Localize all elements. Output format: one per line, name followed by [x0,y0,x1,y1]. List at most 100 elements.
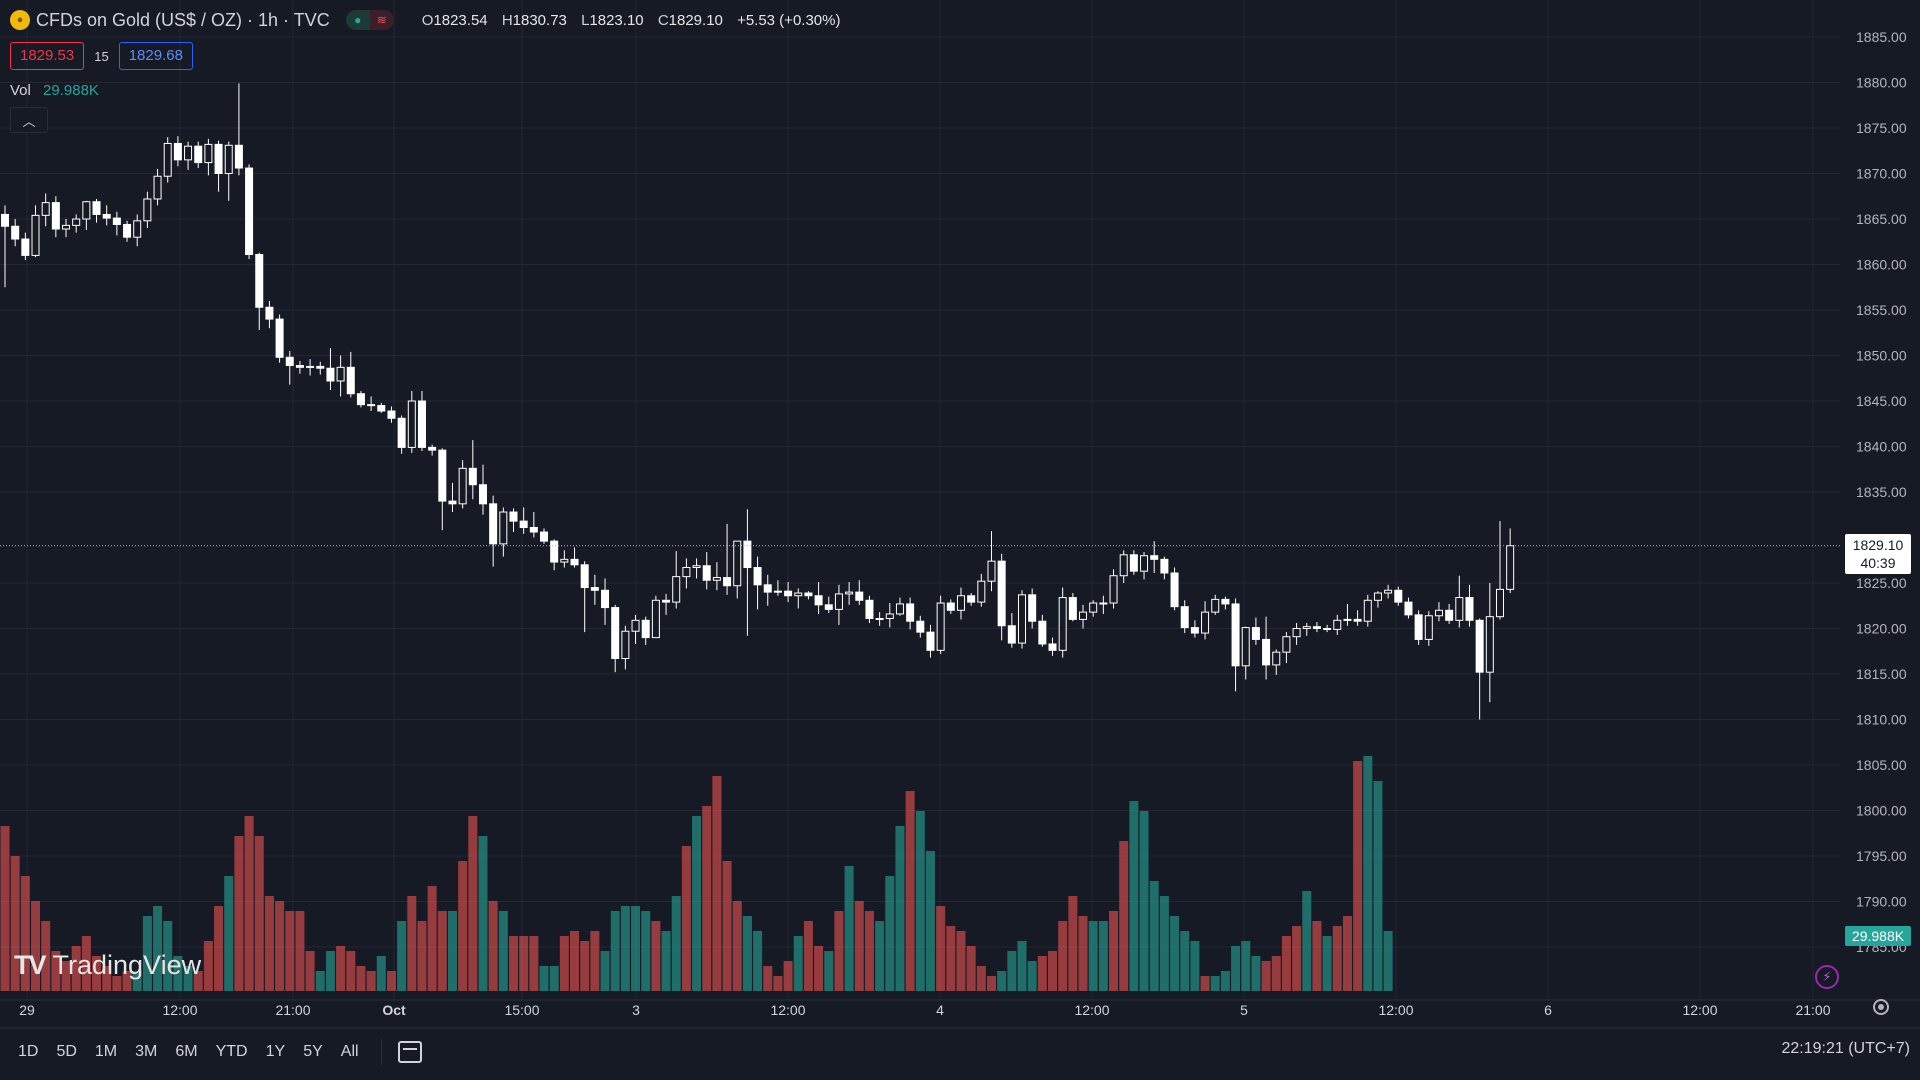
calendar-icon[interactable] [397,1041,422,1063]
time-tick-label: 29 [19,1002,35,1018]
candle-body [1241,627,1250,667]
candle [51,196,60,238]
volume-bar [702,806,712,991]
candle-body [946,602,955,611]
candle [1292,623,1301,645]
candle [1251,617,1260,645]
candle-body [651,599,660,639]
candle [153,168,162,206]
high-label: H [501,11,513,29]
volume-bar [142,916,152,991]
collapse-legend-button[interactable]: ︿ [10,107,48,133]
candle [702,552,711,590]
candle-body [743,540,752,569]
candle [814,582,823,614]
lightning-icon[interactable]: ⚡ [1815,965,1839,989]
candle-body [997,560,1006,627]
volume-bar [976,966,986,991]
candle [407,390,416,453]
time-axis[interactable]: 29 12:00 21:00 Oct 15:00 3 12:00 4 12:00 5 12:00 6 1… [0,999,1920,1029]
candle-body [1058,597,1067,651]
volume-bar [376,956,386,991]
volume-label[interactable]: Vol [10,82,31,99]
candle-body [987,560,996,582]
market-status-pill[interactable]: ● ≋ [345,10,394,30]
price-tick-label: 1885.00 [1856,29,1907,45]
candle [1394,586,1403,606]
candle [417,390,426,452]
symbol-title[interactable]: CFDs on Gold (US$ / OZ) · 1h · TVC [36,9,330,30]
range-button-5y[interactable]: 5Y [303,1043,323,1060]
candle [560,550,569,568]
volume-bar [153,906,163,991]
volume-bar [336,946,346,991]
tradingview-logo[interactable]: TV TradingView [14,950,201,981]
volume-bar [875,921,885,991]
volume-bar [1068,896,1078,991]
volume-bar [742,916,752,991]
candle-body [1099,602,1108,605]
candle [204,138,213,176]
buy-button[interactable]: 1829.68 [118,42,193,70]
price-tick-label: 1840.00 [1856,439,1907,455]
candle [621,625,630,670]
volume-bar [1342,916,1352,991]
candle [1201,601,1210,640]
range-button-1y[interactable]: 1Y [265,1043,286,1060]
volume-bar [895,826,905,991]
volume-bar [173,956,183,991]
range-button-3m[interactable]: 3M [135,1043,158,1060]
range-button-1m[interactable]: 1M [94,1043,118,1060]
candle [895,597,904,616]
candle [601,578,610,625]
candle [397,415,406,454]
candle-body [509,511,518,522]
last-price-value: 1829.10 [1852,537,1904,553]
volume-bar [732,901,742,991]
candle-body [1394,589,1403,603]
candle [1282,632,1291,664]
volume-value: 29.988K [43,82,99,99]
price-tick-label: 1845.00 [1856,393,1907,409]
candle [184,141,193,170]
candle [773,580,782,596]
candle [743,509,752,636]
volume-bar [214,906,224,991]
price-tick-label: 1805.00 [1856,757,1907,773]
price-axis[interactable]: 1885.00 1880.00 1875.00 1870.00 1865.00 1860.… [1840,0,1920,1000]
candle-body [1414,614,1423,640]
candle [1089,600,1098,617]
clock-timezone[interactable]: 22:19:21 (UTC+7) [1781,1040,1910,1057]
candle [682,558,691,589]
volume-bar [1383,931,1393,991]
range-button-6m[interactable]: 6M [175,1043,198,1060]
candle [1353,610,1362,626]
volume-bar [803,921,813,991]
candle [92,198,101,223]
gear-icon[interactable] [1873,999,1889,1015]
range-button-5d[interactable]: 5D [56,1043,77,1060]
candle-body [336,366,345,382]
volume-bar [1088,921,1098,991]
range-button-1d[interactable]: 1D [18,1043,39,1060]
volume-bar [783,961,793,991]
range-button-all[interactable]: All [340,1043,359,1060]
range-button-ytd[interactable]: YTD [215,1043,248,1060]
sell-button[interactable]: 1829.53 [10,42,85,70]
candle-body [1089,602,1098,613]
candle-body [1353,618,1362,622]
candle [326,348,335,391]
candle [458,460,467,509]
candle [21,232,30,260]
volume-bar [671,896,681,991]
candle-body [631,619,640,632]
candle-body [438,449,447,502]
volume-bar [468,816,478,991]
candle-body [458,467,467,505]
volume-bar [41,921,51,991]
price-tick-label: 1835.00 [1856,484,1907,500]
volume-bar [956,931,966,991]
candle [194,141,203,169]
volume-bar [0,826,10,991]
